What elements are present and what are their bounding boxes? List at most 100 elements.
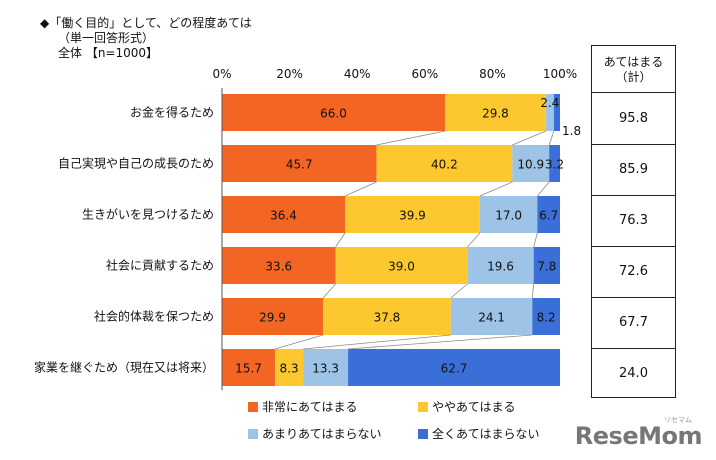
data-label: 10.9 <box>517 158 544 172</box>
summary-heading-line2: （計） <box>615 70 652 84</box>
category-label: 生きがいを見つけるため <box>82 207 214 222</box>
summary-row-divider <box>592 144 675 145</box>
sample-size-label: 全体 【n=1000】 <box>58 46 159 60</box>
summary-row-divider <box>592 348 675 349</box>
connector-line <box>479 181 513 197</box>
bar-segment <box>532 298 560 335</box>
category-label: 家業を継ぐため（現在又は将来） <box>34 360 214 375</box>
legend-label: 非常にあてはまる <box>262 400 358 414</box>
summary-value: 76.3 <box>619 212 648 228</box>
data-label: 2.4 <box>540 96 559 110</box>
connector-line <box>450 283 468 299</box>
bar-segment <box>553 94 560 131</box>
summary-table: あてはまる （計） 95.8 85.9 76.3 72.6 67.7 24.0 <box>591 45 676 398</box>
bar-segment <box>222 196 346 233</box>
bar-segment <box>450 298 533 335</box>
summary-value: 24.0 <box>619 365 648 381</box>
connector-line <box>303 334 451 350</box>
data-label: 40.2 <box>431 158 458 172</box>
data-label: 36.4 <box>270 209 297 223</box>
x-tick-label: 60% <box>411 67 438 81</box>
bar-segment <box>549 145 560 182</box>
data-label: 8.2 <box>537 311 556 325</box>
bar-segment <box>537 196 560 233</box>
bar-segment <box>222 349 276 386</box>
connector-line <box>376 130 446 146</box>
bar-segment <box>222 298 324 335</box>
data-label: 13.3 <box>312 362 339 376</box>
data-label: 7.8 <box>537 260 556 274</box>
chart-subtitle: （単一回答形式） <box>58 31 155 45</box>
bar-segment <box>303 349 349 386</box>
bar-segment <box>376 145 513 182</box>
category-label: 社会に貢献するため <box>106 258 214 273</box>
data-label: 66.0 <box>320 107 347 121</box>
data-label: 19.6 <box>487 260 514 274</box>
bar-segment <box>467 247 534 284</box>
connector-line <box>537 181 550 197</box>
bar-segment <box>545 94 554 131</box>
data-label: 15.7 <box>235 362 262 376</box>
connector-line <box>274 334 324 350</box>
legend-swatch <box>418 429 428 439</box>
data-label: 37.8 <box>374 311 401 325</box>
bar-segment <box>275 349 304 386</box>
summary-row-divider <box>592 297 675 298</box>
bar-segment <box>222 247 336 284</box>
bar-segment <box>222 145 377 182</box>
connector-line <box>548 130 555 146</box>
logo-subtext: リセマム <box>664 416 692 424</box>
summary-row-divider <box>592 195 675 196</box>
data-label: 29.9 <box>259 311 286 325</box>
summary-value: 72.6 <box>619 263 648 279</box>
connector-line <box>467 232 481 248</box>
data-label: 3.2 <box>545 158 564 172</box>
bar-segment <box>533 247 560 284</box>
bar-segment <box>479 196 538 233</box>
legend-swatch <box>248 402 258 412</box>
data-label: 8.3 <box>280 362 299 376</box>
x-tick-label: 100% <box>543 67 577 81</box>
legend-swatch <box>248 429 258 439</box>
category-label: お金を得るため <box>130 105 214 120</box>
summary-heading-line1: あてはまる <box>603 55 664 69</box>
summary-value: 85.9 <box>619 161 648 177</box>
data-label: 1.8 <box>562 124 581 138</box>
connector-line <box>344 181 377 197</box>
connector-line <box>322 283 336 299</box>
x-tick-label: 0% <box>212 67 231 81</box>
data-label: 24.1 <box>478 311 505 325</box>
bar-segment <box>323 298 451 335</box>
connector-line <box>533 232 538 248</box>
category-label: 社会的体裁を保つため <box>94 309 214 324</box>
connector-line <box>531 283 535 299</box>
bar-segment <box>348 349 560 386</box>
legend-label: 全くあてはまらない <box>432 426 540 441</box>
legend-label: あまりあてはまらない <box>262 427 382 441</box>
data-label: 17.0 <box>495 209 522 223</box>
legend-label: ややあてはまる <box>432 400 516 414</box>
resemom-logo: ReseMom <box>574 422 703 450</box>
data-label: 39.0 <box>388 260 415 274</box>
category-label: 自己実現や自己の成長のため <box>58 156 214 171</box>
data-label: 29.8 <box>482 107 509 121</box>
legend-swatch <box>418 402 428 412</box>
data-label: 39.9 <box>399 209 426 223</box>
bar-segment <box>222 94 446 131</box>
x-tick-label: 40% <box>344 67 371 81</box>
data-label: 62.7 <box>441 362 468 376</box>
summary-value: 67.7 <box>619 314 648 330</box>
bar-segment <box>345 196 480 233</box>
data-label: 6.7 <box>539 209 558 223</box>
summary-value: 95.8 <box>619 110 648 126</box>
summary-heading: あてはまる （計） <box>592 46 675 93</box>
connector-line <box>348 334 533 350</box>
data-label: 45.7 <box>286 158 313 172</box>
summary-row-divider <box>592 246 675 247</box>
bar-segment <box>512 145 550 182</box>
data-label: 33.6 <box>265 260 292 274</box>
x-tick-label: 20% <box>276 67 303 81</box>
chart-title: ◆「働く目的」として、どの程度あては <box>40 16 252 30</box>
bar-segment <box>445 94 546 131</box>
